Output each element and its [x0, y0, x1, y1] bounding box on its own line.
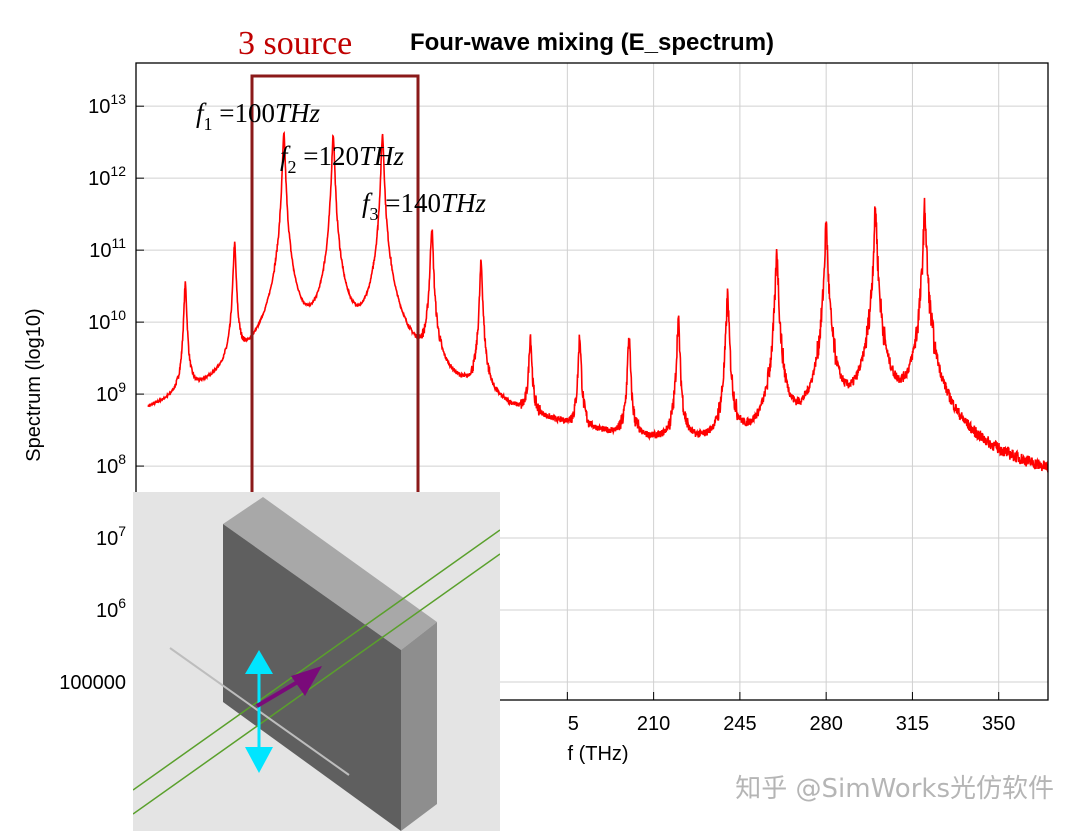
y-tick-label: 100000: [59, 672, 126, 694]
plot-frame: [135, 62, 1049, 701]
y-axis-title: Spectrum (log10): [23, 308, 45, 461]
x-tick-label: 280: [809, 713, 842, 735]
annotation-f3: f3 =140THz: [362, 188, 487, 224]
y-tick-label: 109: [96, 379, 126, 406]
propagation-arrow-icon: [255, 666, 322, 708]
y-tick-label: 106: [96, 595, 126, 622]
annotation-f1: f1 =100THz: [196, 98, 321, 134]
y-tick-label: 108: [96, 451, 126, 478]
source-label: 3 source: [238, 25, 352, 62]
chart-title: Four-wave mixing (E_spectrum): [410, 29, 774, 56]
polarization-arrow-icon: [245, 650, 273, 773]
beam-line-upper: [133, 529, 500, 791]
x-axis-title: f (THz): [567, 743, 628, 765]
watermark: 知乎 @SimWorks光仿软件: [735, 774, 1054, 804]
x-tick-label: 210: [637, 713, 670, 735]
spectrum-series-line: [147, 130, 1049, 473]
x-tick-label: 245: [723, 713, 756, 735]
y-tick-label: 1013: [88, 91, 126, 118]
y-tick-label: 1010: [88, 307, 126, 334]
x-tick-label: 350: [982, 713, 1015, 735]
y-axis-ticks: 1013 1012 1011 1010 109 108 107 106 100000: [59, 91, 144, 694]
beam-line-lower: [133, 553, 500, 815]
x-tick-label-partial: 5: [568, 713, 579, 735]
annotation-f2: f2 =120THz: [280, 141, 405, 177]
x-axis-ticks: 210 245 280 315 350 5: [566, 692, 1015, 735]
y-tick-label: 107: [96, 523, 126, 550]
y-tick-label: 1011: [89, 235, 126, 262]
y-tick-label: 1012: [88, 163, 126, 190]
x-tick-label: 315: [896, 713, 929, 735]
slab-side-face: [401, 622, 437, 831]
slab-structure-inset: [133, 492, 500, 831]
